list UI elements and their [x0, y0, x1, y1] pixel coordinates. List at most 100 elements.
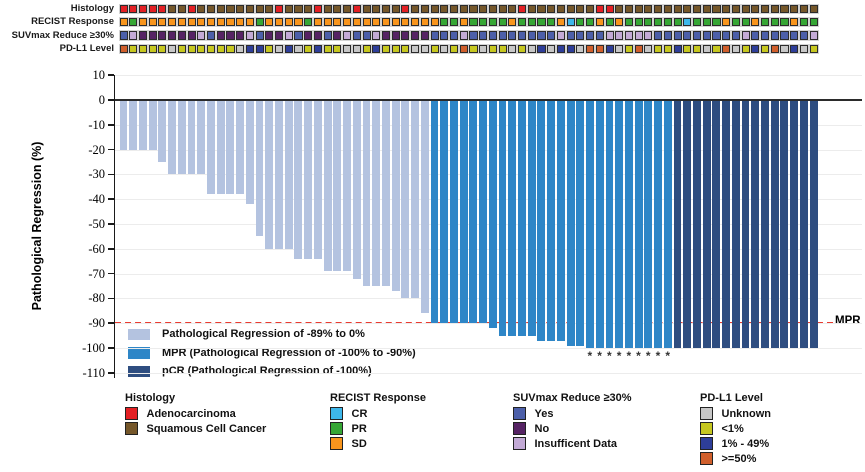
annotation-cell-histology — [168, 4, 177, 14]
annotation-cell-histology — [313, 4, 322, 14]
annotation-cell-pdl1 — [644, 44, 653, 54]
y-axis-tick-label: -20 — [88, 142, 105, 157]
y-axis-tick — [107, 272, 114, 275]
asterisk-marker: * — [636, 348, 641, 363]
annotation-cell-histology — [498, 4, 507, 14]
annotation-cell-pdl1 — [722, 44, 731, 54]
gridline — [115, 174, 862, 176]
annotation-cell-recist — [129, 18, 138, 27]
y-axis-tick-label: -90 — [88, 316, 105, 331]
annotation-cell-pdl1 — [586, 44, 595, 54]
annotation-cell-pdl1 — [527, 44, 536, 54]
annotation-cell-recist — [761, 18, 770, 27]
annotation-cell-histology — [527, 4, 536, 14]
gridline — [115, 273, 862, 275]
annotation-cell-pdl1 — [518, 44, 527, 54]
annotation-cell-recist — [343, 18, 352, 27]
annotation-cell-suvmax — [702, 31, 711, 40]
regression-bar — [605, 100, 614, 348]
annotation-cell-histology — [255, 4, 264, 14]
annotation-cell-histology — [537, 4, 546, 14]
annotation-cell-recist — [255, 18, 264, 27]
y-axis-tick — [107, 99, 114, 101]
annotation-cell-suvmax — [673, 31, 682, 40]
legend-label-mpr: MPR (Pathological Regression of -100% to… — [162, 346, 416, 359]
regression-bar — [624, 100, 633, 348]
regression-bar — [245, 100, 254, 205]
legend-row-regression: Pathological Regression of -89% to 0% — [128, 325, 416, 344]
y-axis-tick-label: -110 — [82, 365, 105, 380]
annotation-cell-recist — [226, 18, 235, 27]
asterisk-marker: * — [665, 348, 670, 363]
annotation-cell-histology — [731, 4, 740, 14]
regression-bar — [518, 100, 526, 336]
annotation-cell-suvmax — [148, 31, 157, 40]
annotation-cell-histology — [119, 4, 128, 14]
annotation-cell-histology — [576, 4, 585, 14]
regression-bar — [420, 100, 429, 314]
asterisk-marker: * — [597, 348, 602, 363]
annotation-cell-recist — [712, 18, 721, 27]
bottom-legend-label: 1% - 49% — [721, 437, 770, 450]
asterisk-marker: * — [587, 348, 593, 363]
annotation-cell-recist — [722, 18, 731, 27]
annotation-cell-recist — [508, 18, 517, 27]
annotation-cell-suvmax — [158, 31, 167, 40]
annotation-cell-histology — [430, 4, 439, 14]
annotation-cell-histology — [566, 4, 575, 14]
annotation-cell-histology — [401, 4, 410, 14]
regression-bar — [537, 100, 546, 341]
regression-bar — [372, 100, 381, 286]
annotation-cell-suvmax — [809, 31, 818, 40]
annotation-cell-pdl1 — [576, 44, 585, 54]
annotation-cell-suvmax — [634, 31, 643, 40]
annotation-cell-suvmax — [508, 31, 517, 40]
regression-bar — [508, 100, 517, 336]
annotation-cell-pdl1 — [556, 44, 565, 54]
annotation-cell-pdl1 — [313, 44, 322, 54]
annotation-cell-suvmax — [615, 31, 624, 40]
annotation-cell-recist — [692, 18, 702, 27]
regression-bar — [566, 100, 575, 346]
regression-bar — [498, 100, 507, 336]
annotation-cell-recist — [751, 18, 760, 27]
annotation-cell-pdl1 — [294, 44, 303, 54]
annotation-cell-histology — [488, 4, 497, 14]
annotation-cell-suvmax — [663, 31, 672, 40]
annotation-cell-suvmax — [722, 31, 731, 40]
legend-swatch-regression — [128, 328, 150, 340]
annotation-cell-recist — [595, 18, 604, 27]
annotation-cell-pdl1 — [352, 44, 361, 54]
bottom-legend-swatch — [330, 407, 343, 420]
regression-bar — [381, 100, 390, 286]
annotation-cell-recist — [488, 18, 497, 27]
y-axis-tick-label: 0 — [98, 93, 105, 107]
annotation-cell-histology — [304, 4, 313, 14]
annotation-cell-recist — [216, 18, 225, 27]
annotation-cell-recist — [381, 18, 391, 27]
annotation-cell-recist — [333, 18, 342, 27]
annotation-cell-histology — [615, 4, 624, 14]
bottom-legend-swatch — [125, 407, 138, 420]
annotation-cell-recist — [352, 18, 361, 27]
gridline — [115, 298, 862, 300]
annotation-cell-recist — [527, 18, 536, 27]
annotation-cell-histology — [556, 4, 565, 14]
annotation-cell-pdl1 — [275, 44, 284, 54]
regression-bar — [430, 100, 439, 324]
annotation-cell-histology — [352, 4, 361, 14]
annotation-cell-suvmax — [799, 31, 808, 40]
bottom-legend-swatch — [125, 422, 138, 435]
annotation-cell-suvmax — [168, 31, 177, 40]
annotation-cell-suvmax — [381, 31, 391, 40]
regression-bar — [226, 100, 235, 195]
regression-bar — [702, 100, 711, 348]
annotation-cell-pdl1 — [119, 44, 128, 54]
annotation-cell-pdl1 — [177, 44, 186, 54]
annotation-cell-recist — [615, 18, 624, 27]
bottom-legend-item: 1% - 49% — [700, 436, 771, 451]
gridline — [115, 224, 862, 225]
annotation-cell-histology — [381, 4, 391, 14]
y-axis-tick — [107, 297, 114, 300]
annotation-cell-suvmax — [751, 31, 760, 40]
